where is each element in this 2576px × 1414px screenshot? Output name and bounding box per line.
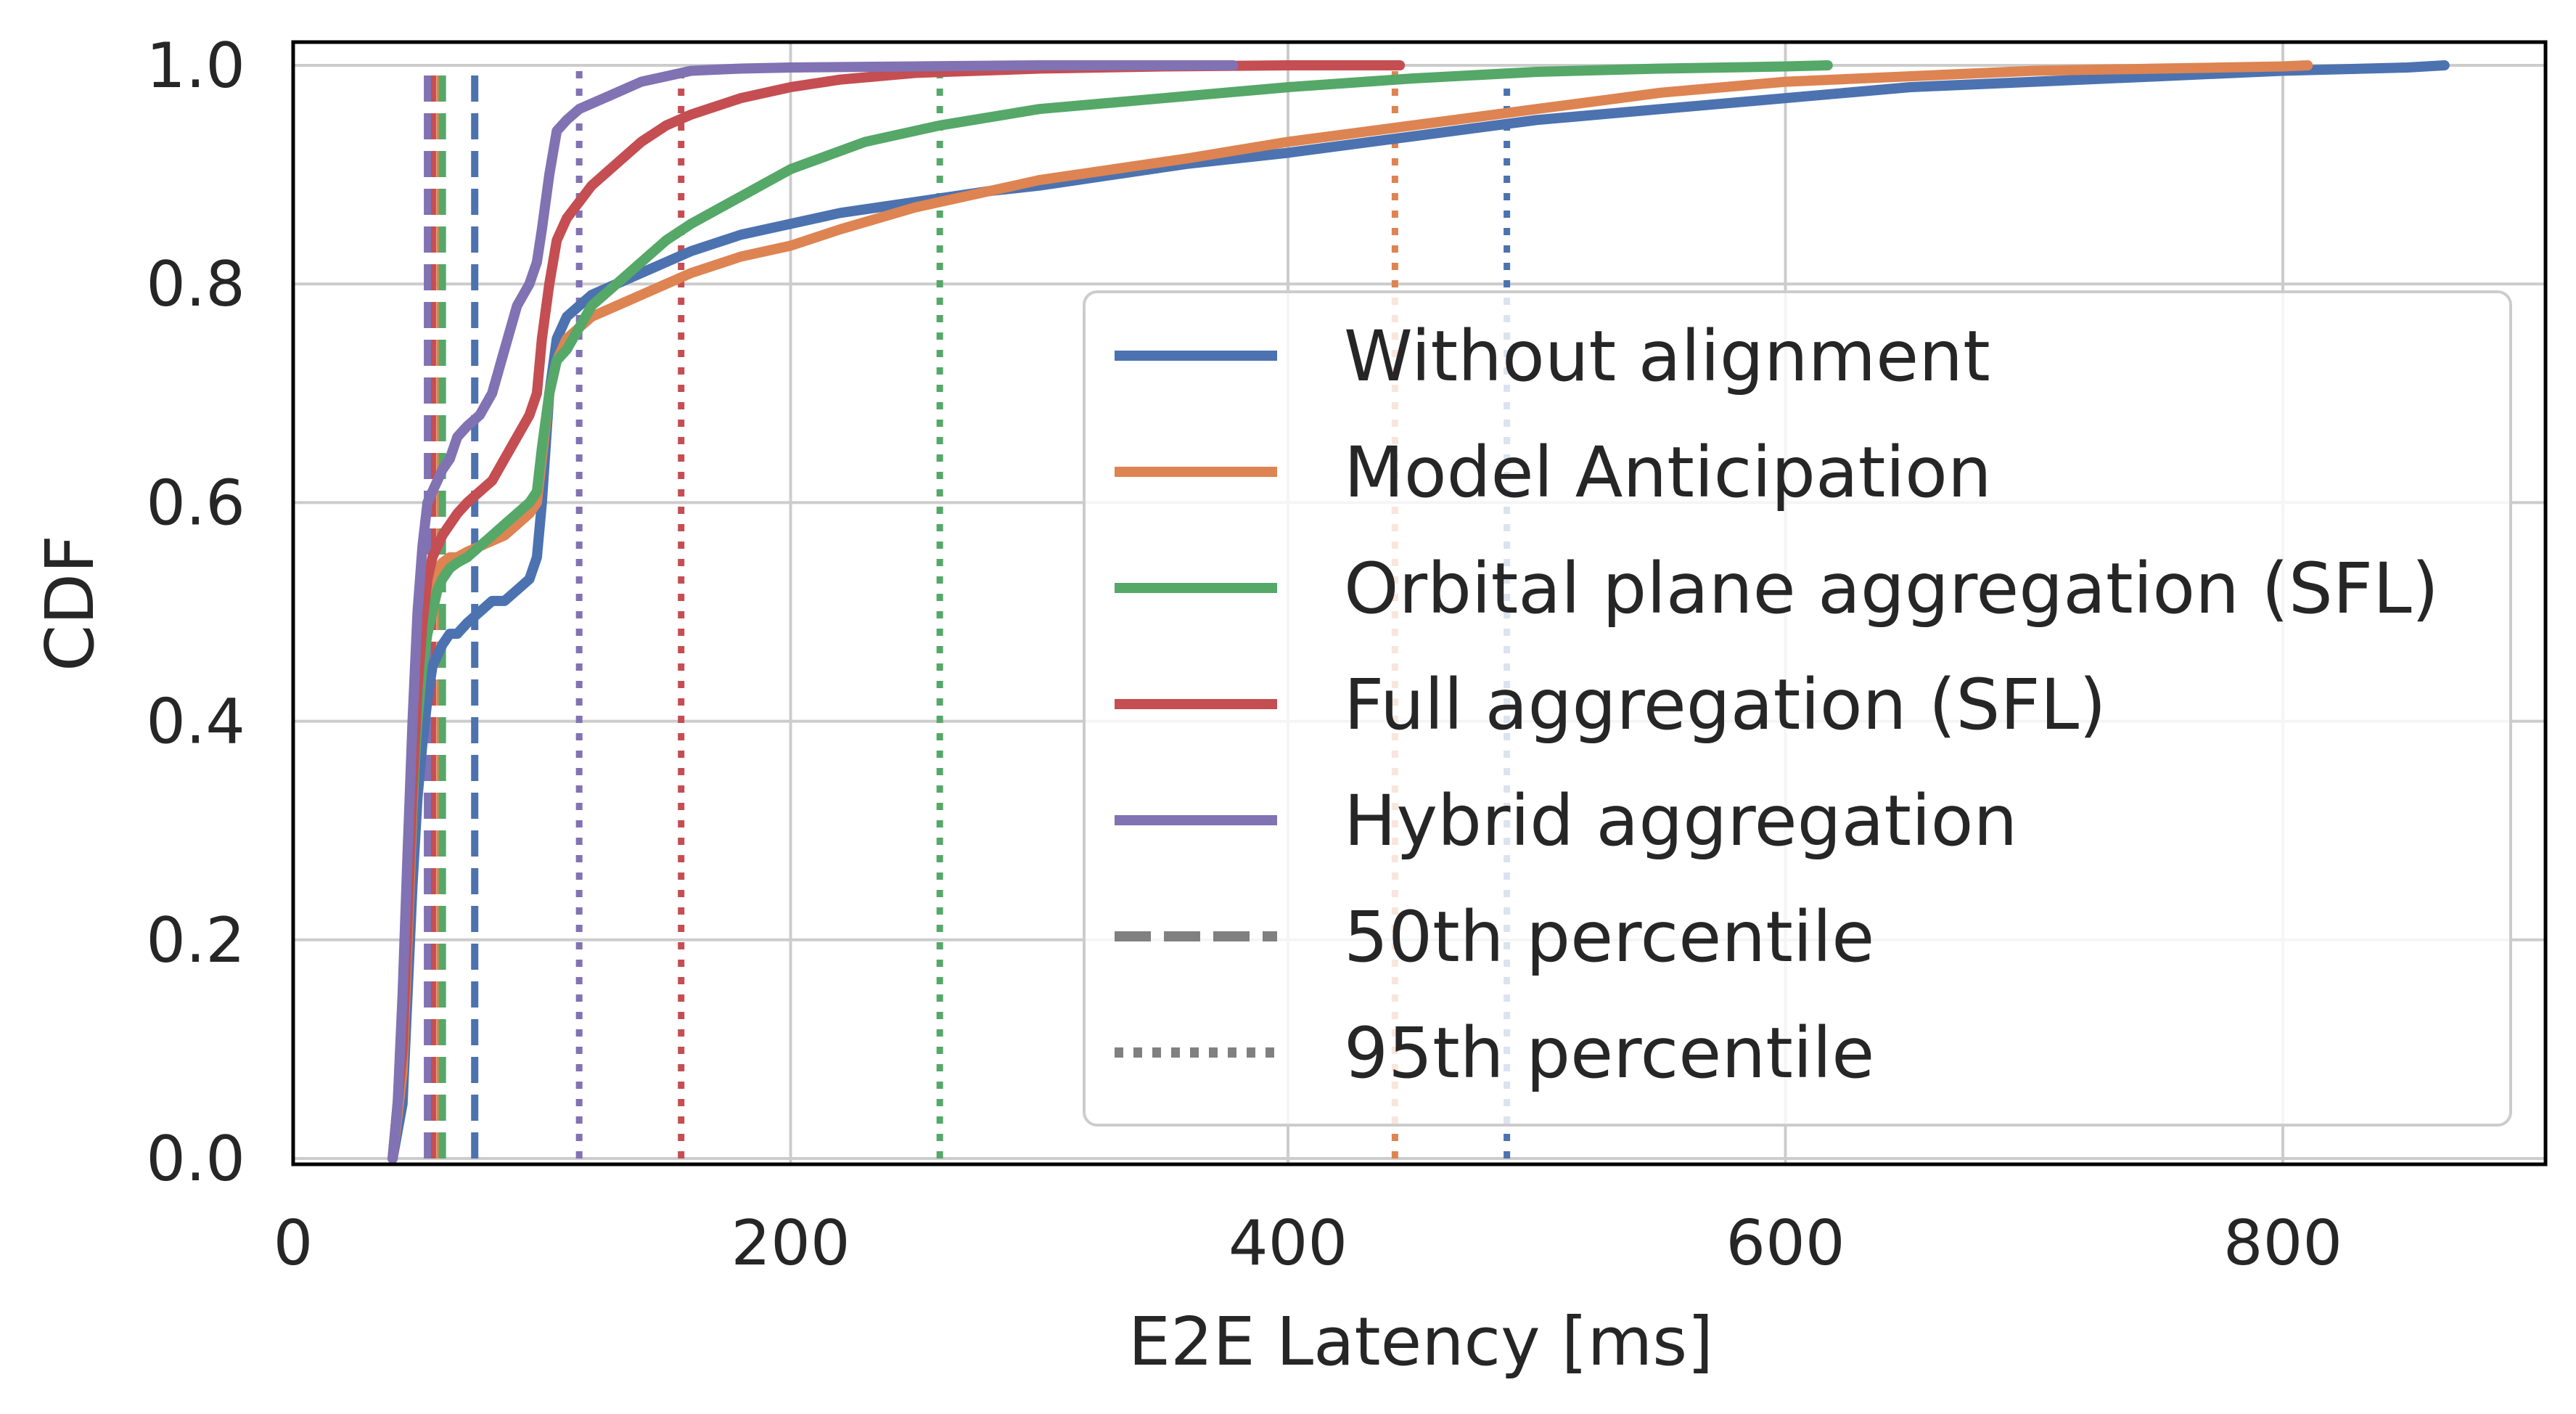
y-tick-label: 0.0: [146, 1123, 245, 1196]
legend-label: Without alignment: [1344, 316, 1990, 397]
series-line-1: [387, 60, 2450, 1164]
x-tick-label: 200: [731, 1207, 850, 1280]
y-tick-label: 1.0: [146, 30, 245, 102]
y-tick-labels: 0.0 0.2 0.4 0.6 0.8 1.0: [146, 30, 245, 1196]
legend-label: 95th percentile: [1344, 1013, 1874, 1094]
series-lines: [387, 60, 2450, 1164]
legend-label: Full aggregation (SFL): [1344, 664, 2107, 745]
x-tick-label: 800: [2223, 1207, 2342, 1280]
y-tick-label: 0.8: [146, 248, 245, 321]
legend-label: Orbital plane aggregation (SFL): [1344, 548, 2439, 629]
y-tick-label: 0.6: [146, 467, 245, 539]
legend-label: 50th percentile: [1344, 896, 1874, 978]
plot-frame: [291, 40, 2548, 1166]
series-line-4: [387, 60, 1406, 1164]
legend-box: [1083, 290, 2512, 1127]
x-tick-labels: 0 200 400 600 800: [274, 1207, 2342, 1280]
y-tick-label: 0.4: [146, 686, 245, 759]
legend-label: Model Anticipation: [1344, 432, 1992, 513]
legend: Without alignment Model Anticipation Orbit…: [1083, 290, 2512, 1127]
y-axis-label: CDF: [31, 535, 109, 671]
legend-label: Hybrid aggregation: [1344, 780, 2017, 862]
series-line-5: [387, 60, 1239, 1164]
x-axis-label: E2E Latency [ms]: [1128, 1303, 1713, 1381]
series-line-3: [387, 60, 1833, 1164]
x-tick-label: 600: [1726, 1207, 1845, 1280]
x-tick-label: 400: [1228, 1207, 1348, 1280]
x-tick-label: 0: [274, 1207, 313, 1280]
y-tick-label: 0.2: [146, 904, 245, 977]
